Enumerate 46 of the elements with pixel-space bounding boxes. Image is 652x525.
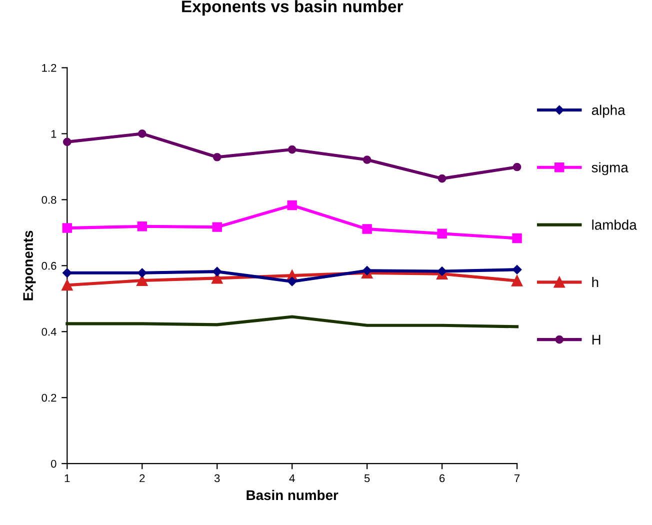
x-axis-title: Basin number	[246, 490, 338, 500]
legend-label: sigma	[592, 162, 628, 176]
x-tick-label: 6	[440, 474, 445, 482]
y-tick-label: 0.8	[42, 196, 56, 204]
point	[362, 266, 372, 276]
line-series	[66, 315, 519, 328]
point	[62, 268, 72, 278]
chart-title: Exponents vs basin number	[182, 0, 403, 16]
legend-label: h	[592, 276, 598, 288]
point	[438, 174, 446, 183]
legend-label: H	[592, 334, 600, 344]
x-tick-label: 7	[514, 474, 520, 482]
point	[512, 162, 522, 172]
point	[138, 130, 146, 138]
y-tick-label: 0.2	[42, 394, 56, 402]
point	[287, 276, 297, 286]
point	[362, 156, 372, 164]
point	[362, 224, 372, 234]
point	[512, 233, 522, 244]
point	[62, 280, 73, 291]
point	[212, 222, 222, 232]
y-axis-title: Exponents	[23, 230, 36, 300]
y-tick-label: 0	[50, 460, 56, 468]
legend-label: lambda	[592, 220, 637, 230]
point	[288, 145, 296, 154]
x-tick-label: 3	[214, 474, 220, 482]
x-tick-label: 1	[64, 474, 70, 482]
y-tick-label: 1	[51, 130, 56, 138]
x-tick-label: 2	[140, 474, 145, 482]
y-tick-label: 1.2	[42, 64, 56, 72]
point	[511, 275, 523, 286]
y-tick-label: 0.6	[42, 262, 56, 270]
x-tick-label: 4	[289, 474, 295, 482]
point	[512, 264, 522, 274]
x-tick-label: 5	[364, 474, 370, 482]
point	[212, 266, 222, 276]
point	[437, 228, 447, 239]
point	[437, 266, 447, 276]
point	[62, 138, 72, 146]
point	[137, 222, 147, 232]
point	[138, 268, 147, 278]
point	[212, 152, 222, 162]
legend-label: alpha	[592, 104, 626, 118]
point	[287, 200, 297, 210]
point	[62, 223, 72, 233]
y-tick-label: 0.4	[42, 328, 56, 336]
